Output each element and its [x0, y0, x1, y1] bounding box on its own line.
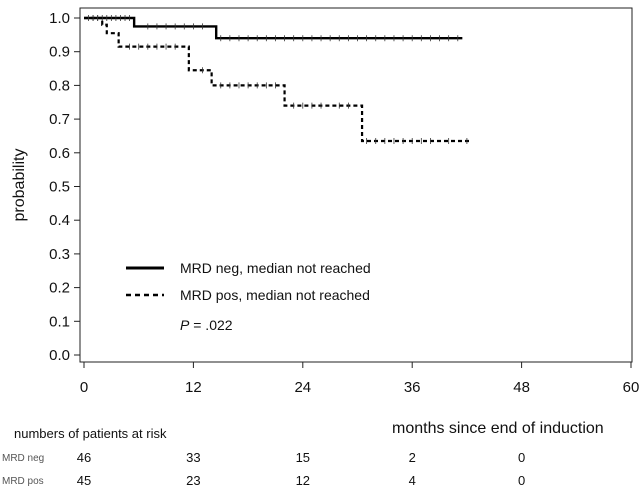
risk-row-label: MRD pos	[2, 476, 44, 487]
y-tick-label: 0.2	[49, 280, 70, 297]
risk-count: 0	[518, 473, 525, 488]
y-tick-label: 0.6	[49, 145, 70, 162]
risk-count: 4	[409, 473, 416, 488]
risk-count: 15	[296, 450, 310, 465]
series-line-mrd-neg	[84, 16, 463, 40]
y-tick-label: 0.3	[49, 246, 70, 263]
risk-row-label: MRD neg	[2, 453, 44, 464]
x-tick-label: 60	[623, 379, 640, 396]
y-tick-label: 0.4	[49, 212, 70, 229]
y-axis: 0.0 0.1 0.2 0.3 0.4 0.5 0.6 0.7 0.8 0.9 1.0	[49, 10, 80, 364]
risk-count: 2	[409, 450, 416, 465]
legend-label-mrd-neg: MRD neg, median not reached	[180, 260, 371, 276]
p-value-text: = .022	[189, 317, 232, 333]
y-tick-label: 0.8	[49, 77, 70, 94]
x-tick-label: 48	[513, 379, 530, 396]
plot-frame	[79, 7, 633, 363]
risk-count: 0	[518, 450, 525, 465]
y-tick-label: 0.7	[49, 111, 70, 128]
y-tick-label: 0.9	[49, 44, 70, 61]
y-tick-label: 1.0	[49, 10, 70, 27]
risk-count: 12	[296, 473, 310, 488]
x-tick-label: 24	[294, 379, 311, 396]
series-layer	[84, 15, 472, 145]
legend-label-mrd-pos: MRD pos, median not reached	[180, 287, 370, 303]
x-tick-label: 36	[404, 379, 421, 396]
x-tick-label: 12	[185, 379, 202, 396]
legend: MRD neg, median not reached MRD pos, med…	[126, 260, 371, 333]
risk-count: 33	[186, 450, 200, 465]
x-axis-title: months since end of induction	[392, 420, 604, 437]
risk-count: 45	[77, 473, 91, 488]
x-axis: 0 12 24 36 48 60	[80, 362, 640, 396]
y-tick-label: 0.0	[49, 347, 70, 364]
risk-table: MRD neg 46 33 15 2 0 MRD pos 45 23 12 4 0	[2, 450, 525, 488]
x-tick-label: 0	[80, 379, 88, 396]
y-tick-label: 0.1	[49, 313, 70, 330]
risk-table-title: numbers of patients at risk	[14, 426, 167, 441]
y-tick-label: 0.5	[49, 179, 70, 196]
risk-count: 46	[77, 450, 91, 465]
y-axis-title: probability	[11, 149, 28, 222]
p-value-symbol: P	[180, 317, 190, 333]
risk-count: 23	[186, 473, 200, 488]
p-value-annotation: P = .022	[180, 317, 233, 333]
series-line-mrd-pos	[84, 16, 472, 143]
